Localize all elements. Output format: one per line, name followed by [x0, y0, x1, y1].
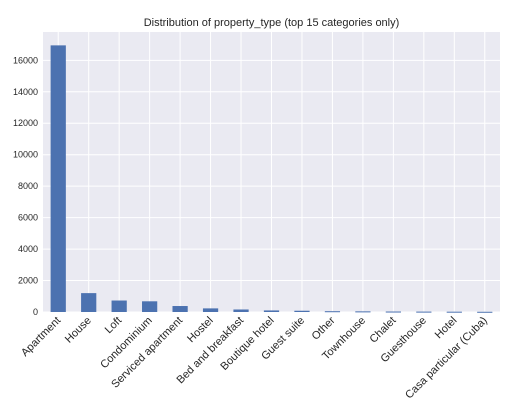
x-tick-label: Other: [310, 314, 338, 342]
y-axis-ticks: 0 2000 4000 6000 8000 10000 12000 14000 16000: [13, 55, 38, 317]
y-tick-label: 2000: [18, 276, 38, 286]
bar: [385, 311, 401, 313]
bar: [324, 311, 341, 313]
x-tick-label: Boutique hotel: [218, 315, 276, 373]
bar: [416, 311, 432, 313]
y-tick-label: 12000: [13, 118, 38, 128]
bar: [263, 310, 280, 312]
y-tick-label: 16000: [13, 55, 38, 65]
chart-title: Distribution of property_type (top 15 ca…: [144, 17, 400, 29]
bar: [355, 311, 371, 313]
bar: [477, 311, 493, 313]
x-tick-label: Loft: [103, 315, 124, 336]
y-tick-label: 8000: [18, 181, 38, 191]
y-tick-label: 0: [33, 307, 38, 317]
x-tick-label: Hotel: [433, 315, 460, 342]
bar: [233, 309, 249, 312]
bar: [202, 308, 219, 312]
x-tick-label: Apartment: [19, 315, 63, 359]
bar: [81, 293, 97, 312]
bar: [294, 310, 310, 312]
y-tick-label: 4000: [18, 244, 38, 254]
bar: [172, 306, 188, 312]
y-tick-label: 14000: [13, 87, 38, 97]
y-tick-label: 10000: [13, 150, 38, 160]
bar: [111, 300, 127, 312]
bar: [142, 301, 158, 312]
y-tick-label: 6000: [18, 213, 38, 223]
bars-layer: [50, 45, 493, 313]
bar: [50, 45, 66, 312]
bar: [446, 311, 462, 313]
x-tick-label: House: [63, 315, 94, 346]
